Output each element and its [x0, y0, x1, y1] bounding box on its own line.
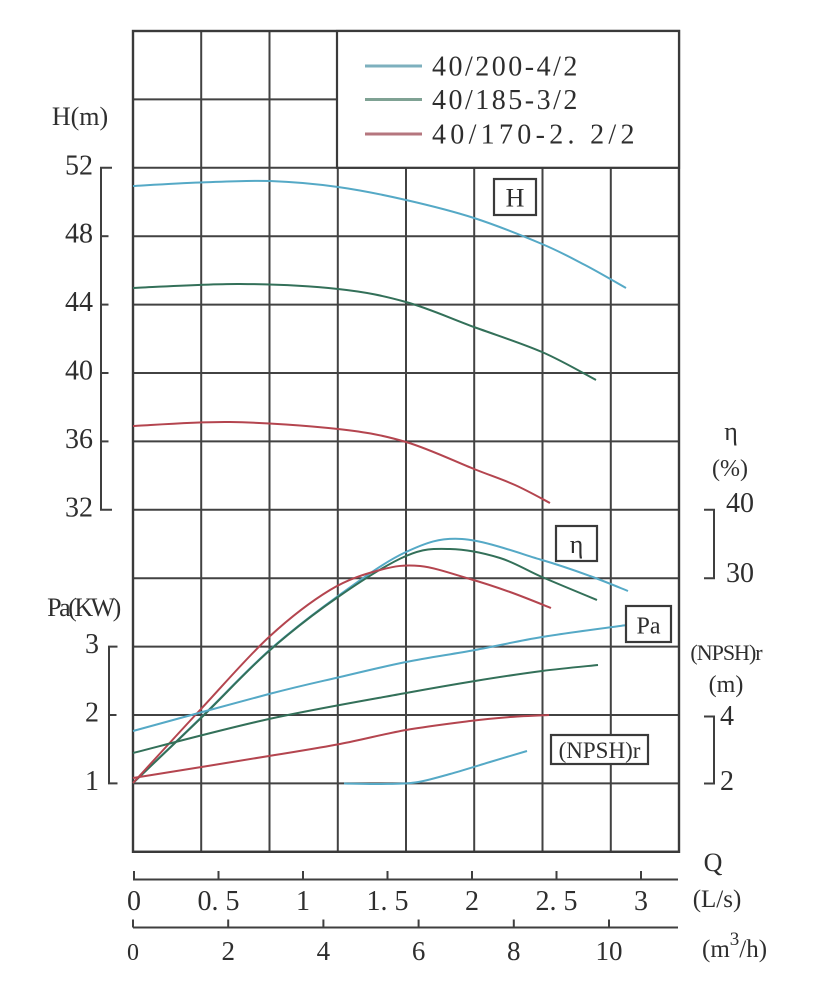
svg-text:2: 2	[720, 766, 734, 797]
svg-text:0: 0	[127, 886, 141, 917]
svg-text:η: η	[724, 417, 738, 446]
svg-text:1. 5: 1. 5	[367, 886, 409, 917]
svg-text:40/185-3/2: 40/185-3/2	[432, 85, 580, 116]
svg-text:52: 52	[65, 150, 93, 181]
svg-text:(NPSH)r: (NPSH)r	[690, 640, 763, 665]
svg-text:4: 4	[720, 701, 734, 732]
svg-text:η: η	[570, 530, 584, 559]
svg-text:40: 40	[726, 488, 754, 519]
svg-text:0: 0	[127, 940, 139, 966]
svg-text:30: 30	[726, 558, 754, 589]
svg-text:3: 3	[634, 886, 648, 917]
svg-text:0. 5: 0. 5	[198, 886, 240, 917]
svg-text:36: 36	[65, 424, 93, 455]
svg-text:2. 5: 2. 5	[536, 886, 578, 917]
svg-text:40/200-4/2: 40/200-4/2	[432, 52, 580, 83]
svg-text:Q: Q	[704, 848, 723, 877]
svg-text:1: 1	[296, 886, 310, 917]
svg-text:3: 3	[85, 629, 99, 660]
svg-text:Pa: Pa	[637, 614, 661, 640]
svg-text:6: 6	[412, 936, 426, 966]
svg-text:(NPSH)r: (NPSH)r	[559, 738, 641, 763]
svg-text:Pa(KW): Pa(KW)	[47, 593, 120, 622]
svg-text:48: 48	[65, 219, 93, 250]
svg-text:10: 10	[596, 936, 623, 966]
svg-text:(L/s): (L/s)	[693, 886, 742, 913]
svg-text:8: 8	[507, 936, 521, 966]
svg-text:32: 32	[65, 492, 93, 523]
svg-text:2: 2	[85, 698, 99, 729]
svg-text:44: 44	[65, 287, 93, 318]
svg-text:H(m): H(m)	[52, 102, 108, 131]
svg-text:40: 40	[65, 356, 93, 387]
svg-text:(m): (m)	[709, 672, 744, 698]
svg-text:H: H	[506, 184, 525, 213]
svg-text:(%): (%)	[712, 456, 748, 482]
svg-text:1: 1	[85, 766, 99, 797]
svg-text:4: 4	[317, 936, 331, 966]
svg-text:40/170-2. 2/2: 40/170-2. 2/2	[432, 120, 639, 151]
svg-text:2: 2	[465, 886, 479, 917]
svg-text:2: 2	[221, 936, 235, 966]
